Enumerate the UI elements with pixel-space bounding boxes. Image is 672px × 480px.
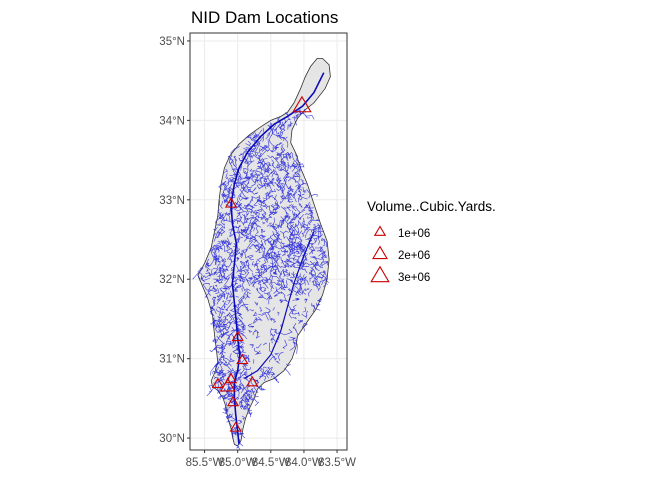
dam-marker-1 (224, 197, 238, 208)
dam-marker-4 (246, 375, 259, 387)
x-tick-label-4: 83.5°W (318, 457, 356, 469)
legend-label-2: 3e+06 (398, 272, 430, 284)
dam-marker-8 (226, 395, 240, 407)
dam-marker-5 (224, 372, 238, 384)
dam-markers (211, 95, 312, 432)
y-tick-label-0: 30°N (159, 433, 185, 445)
y-tick-label-4: 34°N (159, 115, 185, 127)
dam-marker-7 (211, 377, 224, 388)
y-tick-label-5: 35°N (159, 36, 185, 48)
x-tick-label-3: 84.0°W (285, 457, 323, 469)
legend-label-1: 2e+06 (398, 250, 430, 262)
legend: Volume..Cubic.Yards. 1e+06 2e+06 3e+06 (367, 199, 496, 284)
dam-marker-2 (231, 330, 244, 342)
x-tick-label-1: 85.0°W (219, 457, 257, 469)
secondary-river (243, 231, 315, 380)
legend-key-1 (372, 245, 388, 260)
x-tick-label-2: 84.5°W (252, 457, 290, 469)
legend-key-0 (373, 225, 387, 236)
map-layer (192, 58, 331, 450)
x-axis: 85.5°W85.0°W84.5°W84.0°W83.5°W (186, 450, 356, 469)
dam-marker-0 (292, 95, 312, 113)
dam-marker-6 (219, 377, 236, 392)
stream-network (192, 108, 329, 450)
main-river (230, 72, 325, 445)
x-tick-label-0: 85.5°W (186, 457, 224, 469)
legend-items: 1e+06 2e+06 3e+06 (370, 225, 430, 284)
legend-key-2 (370, 265, 390, 283)
tributary-streams (192, 108, 329, 450)
plot-border (189, 32, 348, 451)
y-tick-label-2: 32°N (159, 274, 185, 286)
y-tick-label-3: 33°N (159, 195, 185, 207)
chart-title: NID Dam Locations (191, 8, 338, 27)
legend-label-0: 1e+06 (398, 228, 430, 240)
basin-polygon (197, 58, 331, 447)
y-axis: 30°N 31°N 32°N 33°N 34°N 35°N (159, 36, 190, 445)
legend-title: Volume..Cubic.Yards. (367, 199, 496, 214)
dam-marker-9 (229, 421, 242, 432)
dam-marker-3 (236, 353, 249, 365)
y-tick-label-1: 31°N (159, 354, 185, 366)
